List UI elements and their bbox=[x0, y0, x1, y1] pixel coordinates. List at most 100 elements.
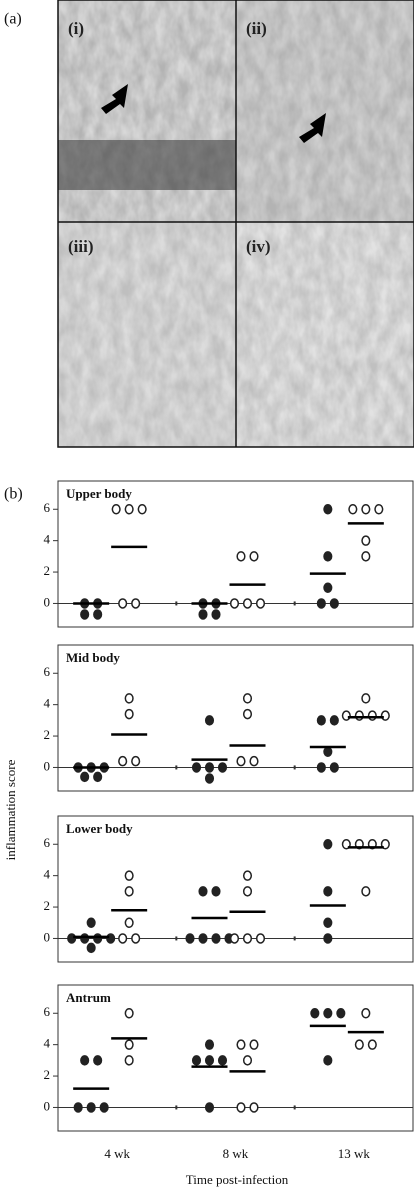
panel-title: Upper body bbox=[66, 486, 132, 501]
open-dot bbox=[242, 870, 253, 881]
open-dot bbox=[249, 1102, 259, 1113]
plot-frame bbox=[57, 644, 414, 792]
filled-dot bbox=[329, 598, 339, 609]
filled-dot bbox=[329, 715, 339, 726]
y-tick-label: 6 bbox=[44, 835, 51, 850]
y-tick-label: 2 bbox=[44, 727, 51, 742]
filled-dot bbox=[217, 762, 228, 773]
filled-dot bbox=[204, 1102, 215, 1113]
y-tick-label: 6 bbox=[44, 500, 51, 515]
filled-dot bbox=[329, 762, 339, 773]
open-dot bbox=[124, 1039, 134, 1050]
open-dot bbox=[118, 598, 128, 609]
filled-dot bbox=[93, 933, 103, 944]
arrow bbox=[299, 113, 326, 143]
filled-dot bbox=[310, 1008, 320, 1019]
y-tick-label: 2 bbox=[44, 1067, 51, 1082]
filled-dot bbox=[211, 933, 221, 944]
open-dot bbox=[361, 535, 371, 546]
open-dot bbox=[242, 693, 253, 704]
open-dot bbox=[236, 551, 246, 562]
open-dot bbox=[374, 504, 384, 515]
open-dot bbox=[361, 551, 371, 562]
micrographs: (i) (ii) (iii) (iv) bbox=[57, 0, 414, 448]
filled-dot bbox=[191, 1055, 202, 1066]
open-dot bbox=[361, 504, 371, 515]
open-dot bbox=[124, 693, 134, 704]
filled-dot bbox=[316, 762, 326, 773]
filled-dot bbox=[93, 1055, 103, 1066]
open-dot bbox=[131, 933, 141, 944]
open-dot bbox=[354, 710, 364, 721]
filled-dot bbox=[198, 886, 208, 897]
open-dot bbox=[341, 710, 351, 721]
y-tick-label: 6 bbox=[44, 664, 51, 679]
filled-dot bbox=[204, 762, 215, 773]
y-tick-label: 4 bbox=[44, 867, 51, 882]
open-dot bbox=[111, 504, 121, 515]
filled-dot bbox=[73, 1102, 83, 1113]
open-dot bbox=[249, 755, 259, 767]
open-dot bbox=[367, 710, 377, 721]
filled-dot bbox=[198, 933, 208, 944]
open-dot bbox=[242, 933, 253, 944]
open-dot bbox=[242, 598, 253, 609]
image-label: (ii) bbox=[246, 19, 267, 38]
open-dot bbox=[361, 1008, 371, 1019]
filled-dot bbox=[336, 1008, 346, 1019]
open-dot bbox=[137, 504, 147, 515]
panel-title: Lower body bbox=[66, 821, 133, 836]
image-label: (iii) bbox=[68, 237, 94, 256]
filled-dot bbox=[323, 1008, 333, 1019]
open-dot bbox=[242, 1055, 253, 1066]
y-tick-label: 4 bbox=[44, 532, 51, 547]
x-tick-label: 8 wk bbox=[223, 1146, 249, 1161]
open-dot bbox=[354, 1039, 364, 1050]
filled-dot bbox=[80, 771, 90, 783]
filled-dot bbox=[323, 933, 333, 944]
open-dot bbox=[124, 1055, 134, 1066]
filled-dot bbox=[204, 773, 215, 784]
filled-dot bbox=[86, 1102, 96, 1113]
open-dot bbox=[124, 504, 134, 515]
open-dot bbox=[124, 1008, 134, 1019]
panel-title: Antrum bbox=[66, 990, 111, 1005]
open-dot bbox=[348, 504, 358, 515]
filled-dot bbox=[86, 942, 96, 954]
filled-dot bbox=[217, 1055, 228, 1066]
filled-dot bbox=[93, 771, 103, 783]
open-dot bbox=[124, 708, 134, 720]
plot-frame bbox=[57, 984, 414, 1132]
y-axis-label: inflammation score bbox=[3, 759, 18, 860]
y-tick-label: 0 bbox=[44, 758, 51, 773]
filled-dot bbox=[106, 933, 116, 944]
texture bbox=[58, 222, 236, 447]
filled-dot bbox=[323, 746, 333, 758]
plot-frame bbox=[57, 480, 414, 628]
filled-dot bbox=[211, 609, 221, 620]
open-dot bbox=[229, 933, 240, 944]
open-dot bbox=[131, 755, 141, 767]
panel-label: (a) bbox=[4, 11, 22, 28]
open-dot bbox=[361, 886, 371, 897]
plot-frame bbox=[57, 815, 414, 963]
open-dot bbox=[380, 710, 390, 721]
open-dot bbox=[255, 598, 266, 609]
filled-dot bbox=[185, 933, 195, 944]
arrow bbox=[101, 84, 128, 114]
dark-layer bbox=[58, 140, 236, 190]
image-label: (i) bbox=[68, 19, 84, 38]
filled-dot bbox=[191, 762, 202, 773]
y-tick-label: 6 bbox=[44, 1004, 51, 1019]
open-dot bbox=[255, 933, 266, 944]
open-dot bbox=[118, 933, 128, 944]
open-dot bbox=[361, 693, 371, 704]
y-tick-label: 0 bbox=[44, 929, 51, 944]
open-dot bbox=[249, 551, 259, 562]
y-tick-label: 4 bbox=[44, 1036, 51, 1051]
y-tick-label: 0 bbox=[44, 594, 51, 609]
open-dot bbox=[367, 1039, 377, 1050]
open-dot bbox=[124, 917, 134, 929]
open-dot bbox=[242, 886, 253, 897]
filled-dot bbox=[323, 839, 333, 850]
